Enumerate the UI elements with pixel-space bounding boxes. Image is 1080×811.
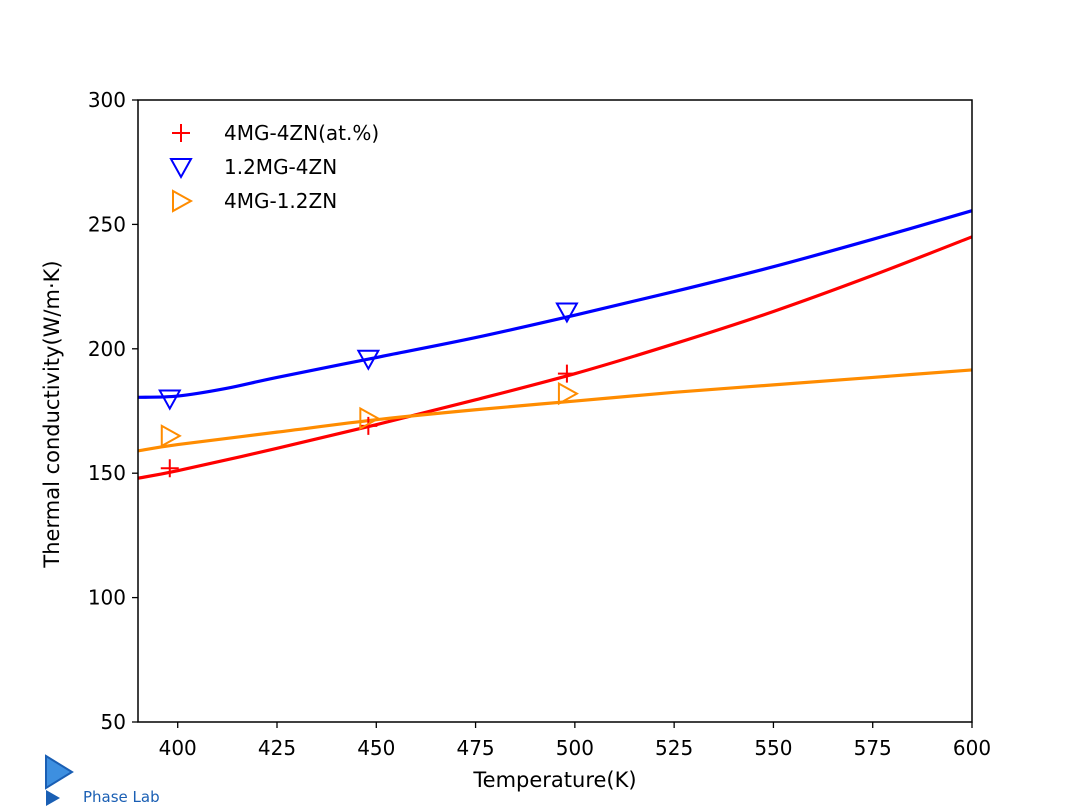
- y-tick-label: 50: [101, 710, 126, 734]
- phase-lab-logo: Phase Lab: [45, 754, 160, 806]
- x-tick-label: 500: [556, 736, 594, 760]
- x-tick-label: 400: [159, 736, 197, 760]
- data-point-triangle-down: [356, 349, 381, 371]
- y-axis-label: Thermal conductivity(W/m·K): [40, 260, 64, 568]
- data-point-plus: [359, 416, 378, 435]
- x-tick-label: 575: [854, 736, 892, 760]
- x-tick-label: 475: [456, 736, 494, 760]
- legend: 4MG-4ZN(at.%) 1.2MG-4ZN 4MG-1.2ZN: [169, 121, 379, 213]
- y-tick-label: 300: [88, 88, 126, 112]
- x-tick-label: 550: [754, 736, 792, 760]
- legend-entry-label: 4MG-4ZN(at.%): [224, 121, 379, 145]
- logo-mark-small-icon: [46, 790, 60, 806]
- y-tick-label: 150: [88, 461, 126, 485]
- logo-text: Phase Lab: [83, 788, 160, 806]
- x-tick-label: 450: [357, 736, 395, 760]
- logo-mark-icon: [45, 754, 74, 790]
- legend-marker-plus: [172, 124, 190, 142]
- data-markers: [158, 302, 579, 478]
- legend-entry-label: 4MG-1.2ZN: [224, 189, 337, 213]
- x-axis-ticks: 400 425 450 475 500 525 550 575 600: [159, 722, 991, 760]
- y-axis-ticks: 50 100 150 200 250 300: [88, 88, 138, 734]
- x-axis-label: Temperature(K): [472, 768, 636, 792]
- fit-curve-triangle-down: [138, 209, 972, 399]
- legend-marker-triangle-down: [169, 158, 193, 180]
- fit-curve-triangle-right: [138, 368, 972, 453]
- legend-marker-triangle-right: [172, 189, 194, 213]
- data-point-triangle-right: [557, 381, 579, 406]
- data-point-plus: [160, 459, 179, 478]
- data-point-triangle-down: [158, 389, 182, 411]
- x-tick-label: 525: [655, 736, 693, 760]
- x-tick-label: 425: [258, 736, 296, 760]
- y-tick-label: 250: [88, 212, 126, 236]
- fit-curve-plus: [138, 235, 972, 480]
- y-tick-label: 100: [88, 586, 126, 610]
- data-point-triangle-right: [160, 424, 182, 448]
- data-point-triangle-down: [555, 302, 579, 324]
- fit-curves: [138, 209, 972, 480]
- data-point-plus: [557, 364, 576, 383]
- axes-frame: [137, 99, 973, 723]
- y-tick-label: 200: [88, 337, 126, 361]
- legend-entry-label: 1.2MG-4ZN: [224, 155, 337, 179]
- x-tick-label: 600: [953, 736, 991, 760]
- data-point-triangle-right: [359, 406, 381, 431]
